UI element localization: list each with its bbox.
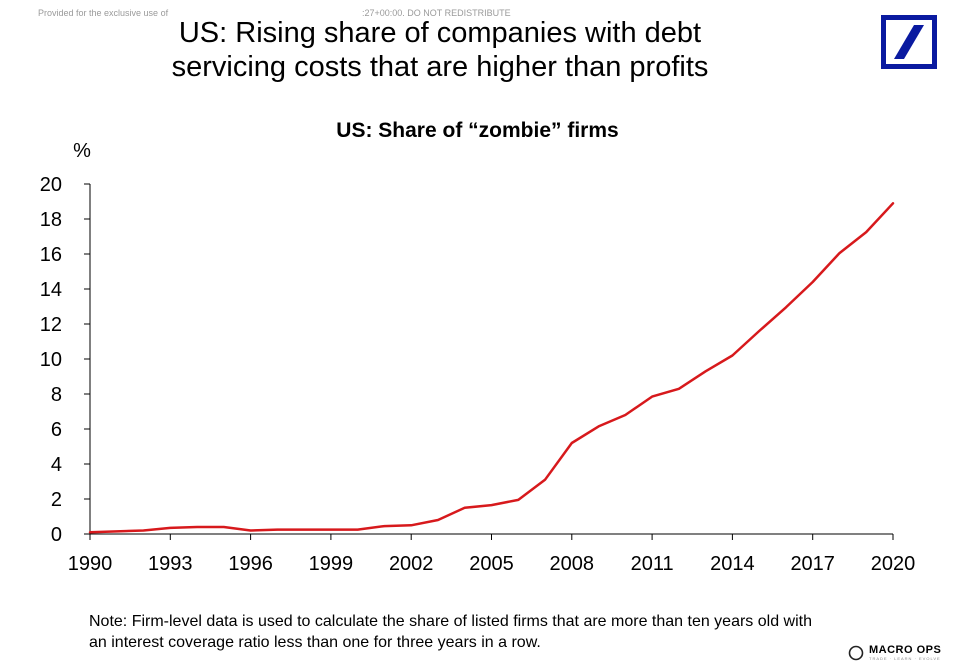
y-tick-label: 6	[51, 419, 62, 441]
series-line	[88, 202, 895, 534]
y-tick-label: 8	[51, 384, 62, 406]
x-tick-label: 2014	[710, 553, 755, 575]
y-tick-label: 20	[40, 174, 62, 196]
x-tick-label: 2020	[871, 553, 916, 575]
x-tick-label: 2002	[389, 553, 434, 575]
y-tick-label: 4	[51, 454, 62, 476]
watermark-center: :27+00:00. DO NOT REDISTRIBUTE	[362, 8, 511, 18]
y-tick-label: 10	[40, 349, 62, 371]
x-tick-label: 2011	[631, 553, 674, 575]
y-tick-label: 16	[40, 244, 62, 266]
bank-logo-icon	[881, 15, 937, 69]
x-tick-label: 1996	[228, 553, 273, 575]
y-axis-label: %	[73, 140, 91, 162]
y-tick-label: 14	[40, 279, 62, 301]
brand-tagline: TRADE · LEARN · EVOLVE	[869, 656, 941, 661]
page-title: US: Rising share of companies with debt …	[120, 16, 760, 84]
page-title-line-2: servicing costs that are higher than pro…	[171, 51, 709, 83]
x-tick-label: 2008	[550, 553, 595, 575]
y-tick-label: 18	[40, 209, 62, 231]
y-tick-label: 12	[40, 314, 62, 336]
brand-logo: MACRO OPS TRADE · LEARN · EVOLVE	[848, 645, 941, 661]
x-tick-label: 1999	[309, 553, 354, 575]
footnote-line-1: Note: Firm-level data is used to calcula…	[89, 613, 812, 630]
brand-name: MACRO OPS	[869, 644, 942, 656]
chart-title: US: Share of “zombie” firms	[336, 119, 619, 142]
footnote-line-2: an interest coverage ratio less than one…	[89, 634, 541, 651]
y-tick-label: 2	[51, 489, 62, 511]
watermark-left: Provided for the exclusive use of	[38, 8, 169, 18]
page-title-line-1: US: Rising share of companies with debt	[178, 17, 702, 49]
x-tick-label: 2017	[790, 553, 835, 575]
x-tick-label: 2005	[469, 553, 514, 575]
x-tick-label: 1993	[148, 553, 193, 575]
y-tick-label: 0	[51, 524, 62, 546]
x-tick-label: 1990	[68, 553, 113, 575]
brand-circle-icon	[848, 645, 864, 661]
footnote: Note: Firm-level data is used to calcula…	[89, 611, 849, 653]
